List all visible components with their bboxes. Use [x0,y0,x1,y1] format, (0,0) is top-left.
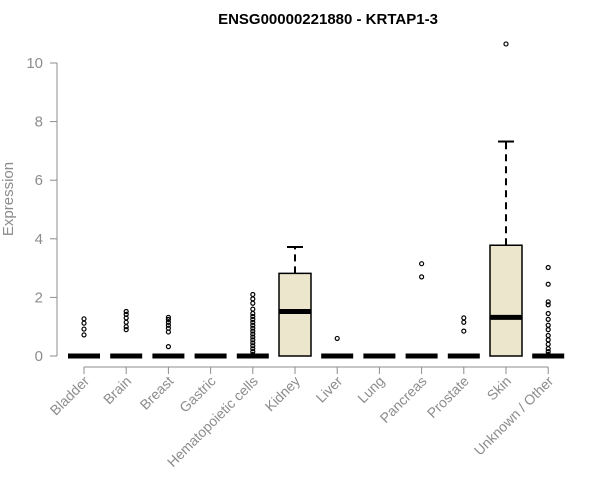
outlier-point [123,308,129,315]
outlier-point [165,322,171,328]
box-breast [152,314,185,359]
box-hematopoietic-cells [236,291,269,359]
outlier-point [545,337,551,343]
box-pancreas [405,261,438,359]
outlier-point [545,332,551,339]
outlier-point [545,264,551,271]
x-tick-label: Prostate [424,373,472,421]
box-rect [278,272,312,357]
outlier-point [250,313,256,320]
outlier-point [461,328,467,334]
outlier-point [250,343,256,349]
y-tick-label: 10 [26,55,43,72]
x-tick-label: Brain [100,373,134,407]
outlier-point [545,302,551,308]
outlier-point [250,300,256,306]
outlier-point [250,325,256,331]
outlier-point [250,351,256,358]
x-tick-label: Lung [354,373,387,406]
chart-title: ENSG00000221880 - KRTAP1-3 [218,11,438,28]
box-series [68,41,565,359]
outlier-point [334,335,340,342]
outlier-point [165,319,171,325]
outlier-point [81,316,87,322]
outlier-point [419,274,425,280]
outlier-point [81,332,87,338]
outlier-point [545,281,551,287]
outlier-point [250,340,256,346]
outlier-point [165,314,171,320]
outlier-point [250,328,256,334]
x-tick-label: Unknown / Other [471,373,557,459]
x-tick-label: Bladder [47,373,93,419]
outlier-point [165,325,171,331]
outlier-point [419,261,425,267]
outlier-point [250,296,256,302]
outlier-point [250,346,256,352]
outlier-point [250,319,256,325]
outlier-point [250,291,256,298]
outlier-point [461,315,467,321]
y-tick-label: 8 [35,114,43,131]
y-tick-label: 0 [35,348,43,365]
box-kidney [278,246,312,357]
outlier-point [165,316,171,322]
outlier-point [461,319,467,325]
y-tick-label: 2 [35,289,43,306]
y-axis-label: Expression [0,162,17,236]
x-tick-label: Breast [137,373,177,413]
outlier-point [545,341,551,347]
box-prostate [447,315,480,359]
outlier-point [81,326,87,332]
outlier-point [165,344,171,350]
box-brain [110,308,143,359]
y-axis: 0 2 4 6 8 10 [26,55,58,365]
outlier-point [81,320,87,326]
outlier-point [250,316,256,322]
x-tick-label: Kidney [262,373,304,415]
x-tick-label: Liver [313,373,346,406]
outlier-point [545,316,551,322]
box-unknown-other [532,264,565,359]
outlier-point [250,322,256,328]
outlier-point [545,310,551,317]
box-bladder [68,316,100,359]
outlier-point [250,337,256,343]
outlier-point [123,327,129,333]
box-rect [489,244,523,357]
outlier-point [545,299,551,305]
y-tick-label: 4 [35,231,43,248]
outlier-point [545,322,551,328]
outlier-point [250,331,256,337]
outlier-point [123,311,129,317]
box-skin [489,41,523,357]
x-tick-label: Skin [484,373,515,404]
outlier-point [123,319,129,325]
outlier-point [545,349,551,355]
box-liver [321,335,354,359]
outlier-point [503,41,509,47]
outlier-point [545,351,551,358]
x-tick-label: Pancreas [377,373,430,426]
outlier-point [250,306,256,312]
outlier-point [250,334,256,340]
outlier-point [545,327,551,333]
outlier-point [250,349,256,355]
y-tick-label: 6 [35,172,43,189]
